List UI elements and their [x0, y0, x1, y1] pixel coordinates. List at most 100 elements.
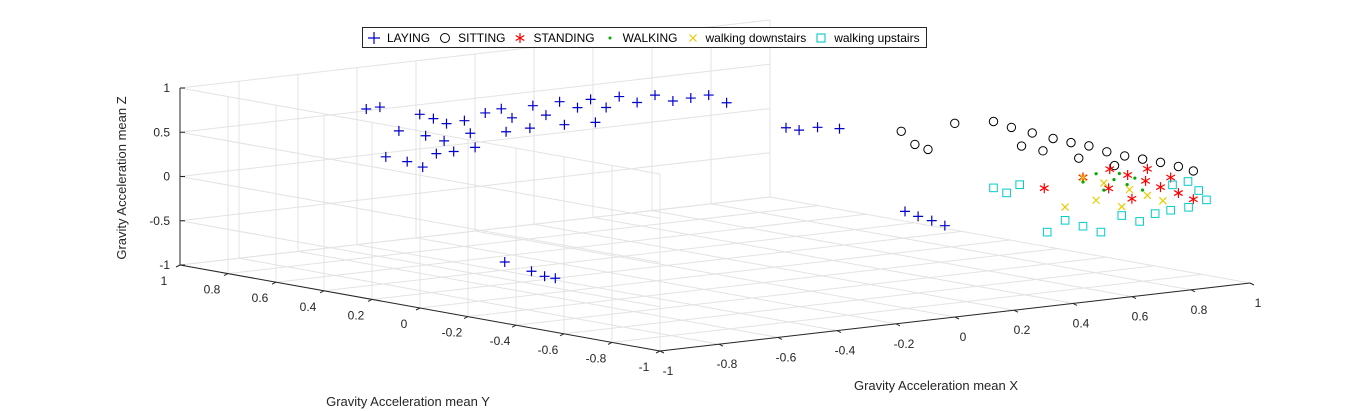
y-tick-label: 0: [401, 317, 408, 331]
data-point: [1158, 196, 1167, 205]
legend-item-laying: LAYING: [367, 31, 430, 45]
data-point: [1099, 179, 1108, 188]
grid-line: [275, 213, 867, 283]
data-point: [910, 139, 920, 150]
data-point: [1155, 157, 1166, 168]
data-point: [441, 118, 452, 129]
x-tick-label: -1: [663, 364, 674, 378]
y-tick-label: 0.6: [252, 291, 269, 305]
data-point: [989, 183, 998, 193]
data-point: [1137, 154, 1148, 164]
x-tick: [659, 350, 665, 354]
x-axis-label: Gravity Acceleration mean X: [854, 378, 1018, 393]
grid-line: [371, 230, 963, 300]
y-tick: [559, 333, 565, 337]
data-point: [572, 102, 583, 113]
x-tick: [954, 316, 960, 320]
z-tick-label: 1: [163, 81, 170, 95]
grid-line: [769, 196, 1251, 284]
x-tick-label: -0.6: [776, 350, 797, 364]
legend-item-walking-upstairs: walking upstairs: [814, 30, 920, 45]
x-tick-label: 0.8: [1191, 303, 1208, 317]
legend-label: walking upstairs: [834, 30, 920, 45]
data-point: [1066, 137, 1076, 148]
data-point: [1117, 171, 1121, 176]
x-tick: [1190, 289, 1196, 293]
data-point: [1133, 176, 1137, 180]
y-tick: [223, 273, 229, 277]
legend-label: SITTING: [458, 30, 506, 45]
data-point: [900, 206, 910, 217]
grid-line: [179, 196, 771, 266]
z-axis-label: Gravity Acceleration mean Z: [114, 96, 129, 259]
data-point: [1143, 191, 1152, 200]
data-point: [1060, 216, 1070, 225]
axes-grid: [179, 19, 1251, 352]
series-laying: [361, 90, 950, 284]
data-point: [1038, 146, 1048, 156]
data-point: [1027, 128, 1037, 138]
y-tick: [175, 264, 181, 268]
data-point: [1120, 151, 1130, 161]
data-point: [632, 97, 643, 108]
x-tick: [836, 330, 842, 334]
data-point: [539, 271, 550, 282]
data-point: [417, 162, 428, 173]
data-point: [1015, 180, 1025, 189]
y-tick: [415, 307, 421, 311]
plus-marker-icon: [368, 31, 380, 44]
data-point: [1094, 172, 1098, 176]
data-point: [1081, 180, 1085, 184]
data-point: [1006, 122, 1017, 133]
series-walking: [1081, 171, 1145, 192]
y-tick-label: 0.2: [348, 308, 365, 322]
y-tick-label: -0.2: [442, 326, 463, 340]
x-tick: [777, 336, 783, 340]
data-point: [1084, 141, 1094, 151]
data-point: [1079, 173, 1087, 182]
data-point: [1002, 188, 1011, 198]
square-marker-icon: [816, 32, 826, 43]
y-tick-label: -1: [639, 360, 650, 374]
series-walking-downstairs: [1061, 173, 1167, 211]
data-point: [1078, 221, 1088, 231]
x-tick-label: 0.6: [1132, 310, 1149, 324]
legend: LAYING SITTING STANDING WALKING walking …: [362, 27, 927, 48]
data-point: [812, 122, 823, 133]
legend-item-walking: WALKING: [603, 31, 678, 45]
data-point: [499, 256, 510, 267]
data-point: [781, 122, 791, 133]
data-point: [480, 107, 491, 118]
x-tick-label: 0: [960, 330, 967, 344]
data-point: [794, 125, 805, 136]
data-point: [524, 123, 535, 134]
grid-line: [179, 176, 661, 263]
data-point: [540, 110, 551, 121]
data-point: [470, 142, 481, 153]
data-point: [507, 112, 517, 123]
grid-line: [592, 216, 1074, 304]
grid-line: [179, 220, 661, 308]
z-tick-label: -1: [159, 258, 170, 272]
data-point: [1117, 211, 1127, 220]
data-point: [1112, 178, 1116, 182]
data-point: [1096, 227, 1106, 237]
data-point: [585, 94, 596, 105]
data-point: [526, 266, 537, 277]
y-tick-label: 1: [161, 274, 168, 288]
legend-label: WALKING: [622, 30, 678, 45]
data-point: [1061, 203, 1070, 211]
legend-item-sitting: SITTING: [438, 31, 505, 45]
data-point: [667, 95, 678, 106]
grid-line: [710, 203, 1192, 291]
series-standing: [1039, 163, 1198, 205]
data-point: [896, 126, 906, 136]
data-point: [1042, 227, 1052, 237]
data-point: [1125, 183, 1129, 187]
data-point: [590, 117, 601, 128]
data-point: [550, 273, 561, 284]
data-point: [1184, 202, 1193, 212]
data-point: [913, 211, 924, 222]
grid-line: [179, 87, 661, 175]
legend-item-walking-downstairs: walking downstairs: [686, 31, 806, 45]
